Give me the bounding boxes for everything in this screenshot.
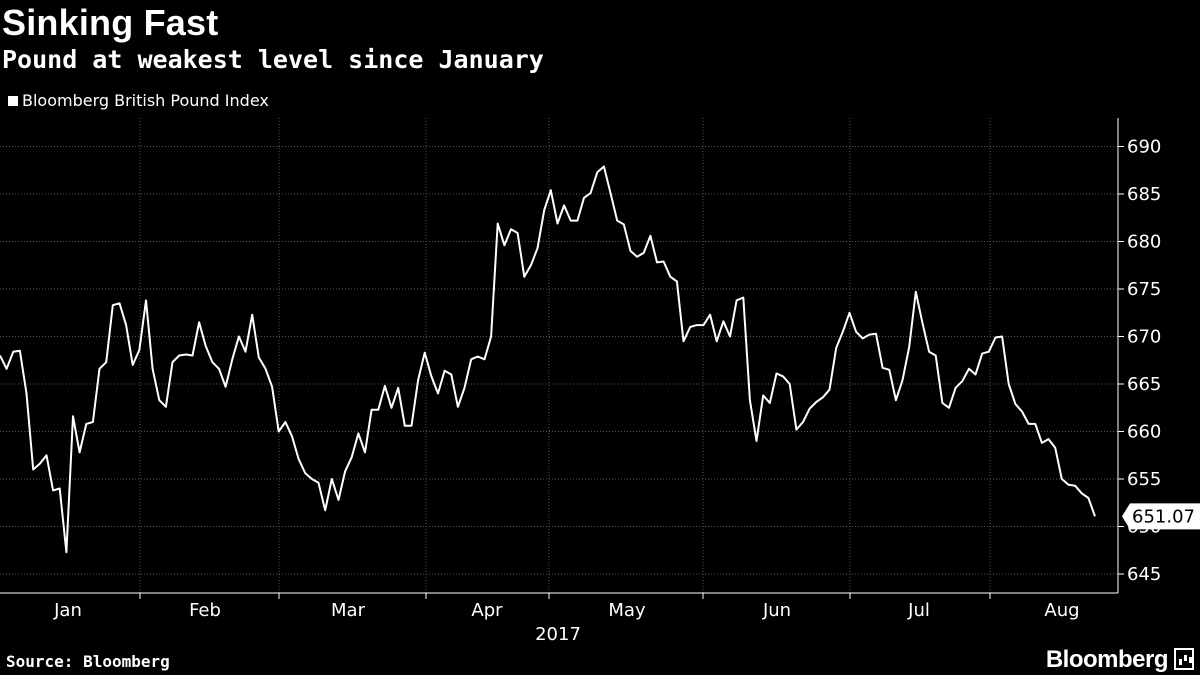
y-tick-label: 660 xyxy=(1127,422,1161,443)
y-tick-label: 655 xyxy=(1127,469,1161,490)
legend: Bloomberg British Pound Index xyxy=(8,91,269,110)
x-tick-label: Jan xyxy=(53,600,82,621)
y-tick-label: 690 xyxy=(1127,137,1161,158)
x-tick-label: Jul xyxy=(907,600,930,621)
chart-subtitle: Pound at weakest level since January xyxy=(2,45,544,74)
last-value-tag xyxy=(1122,503,1200,530)
y-tick-label: 675 xyxy=(1127,279,1161,300)
y-tick-label: 645 xyxy=(1127,564,1161,585)
series-line xyxy=(0,165,1096,554)
legend-swatch xyxy=(8,95,18,106)
y-tick-label: 680 xyxy=(1127,232,1161,253)
x-tick-label: Aug xyxy=(1044,600,1079,621)
y-tick-label: 685 xyxy=(1127,184,1161,205)
x-tick-label: Feb xyxy=(189,600,221,621)
x-tick-label: Mar xyxy=(331,600,366,621)
source-note: Source: Bloomberg xyxy=(6,652,170,671)
chart-title: Sinking Fast xyxy=(2,2,219,43)
y-tick-label: 665 xyxy=(1127,374,1161,395)
last-value-label: 651.07 xyxy=(1132,506,1195,527)
y-tick-label: 670 xyxy=(1127,327,1161,348)
legend-label: Bloomberg British Pound Index xyxy=(22,91,269,110)
x-year-label: 2017 xyxy=(535,624,581,645)
x-tick-label: Jun xyxy=(762,600,791,621)
x-tick-label: May xyxy=(608,600,646,621)
brand-logo: Bloomberg xyxy=(1045,646,1169,673)
bloomberg-chart-icon xyxy=(1174,648,1194,670)
x-tick-label: Apr xyxy=(471,600,503,621)
